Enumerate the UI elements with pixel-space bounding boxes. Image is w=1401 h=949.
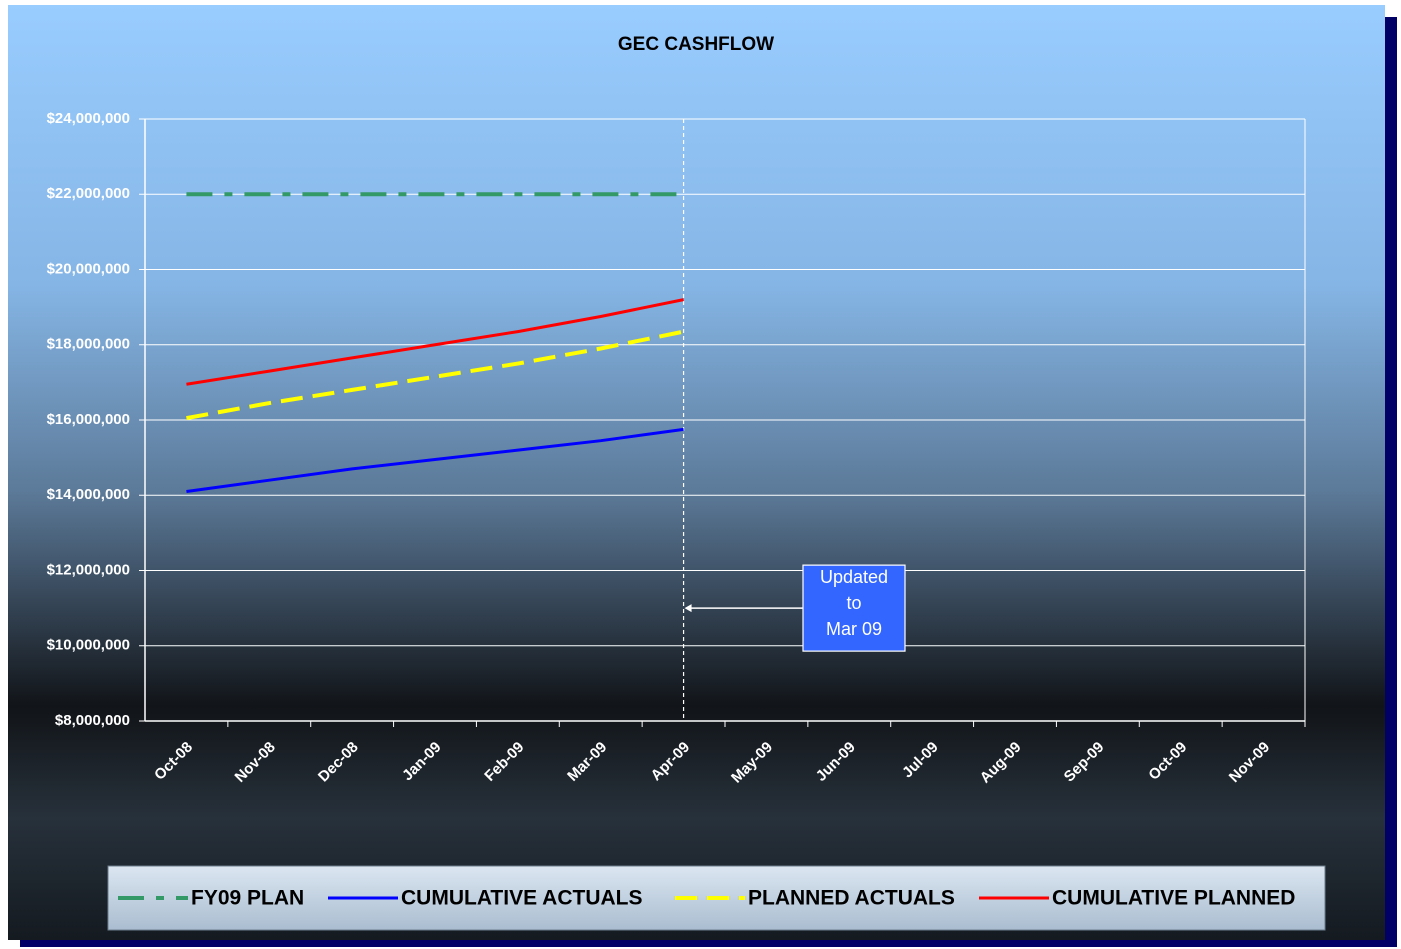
- y-tick-label: $18,000,000: [47, 336, 130, 353]
- annotation-arrowhead: [684, 604, 692, 613]
- chart-title: GEC CASHFLOW: [618, 34, 774, 55]
- legend-label: CUMULATIVE PLANNED: [1052, 887, 1295, 910]
- legend-label: PLANNED ACTUALS: [748, 887, 955, 910]
- annotation-text: Mar 09: [826, 619, 882, 639]
- legend-label: CUMULATIVE ACTUALS: [401, 887, 642, 910]
- y-tick-label: $14,000,000: [47, 486, 130, 503]
- annotation-text: to: [846, 593, 861, 613]
- y-tick-label: $12,000,000: [47, 561, 130, 578]
- series-line: [186, 427, 684, 493]
- series-line: [186, 329, 684, 421]
- legend-label: FY09 PLAN: [191, 887, 304, 910]
- annotation-box: [802, 564, 906, 652]
- y-tick-label: $20,000,000: [47, 260, 130, 277]
- annotation-text: Updated: [820, 567, 888, 587]
- y-tick-label: $16,000,000: [47, 411, 130, 428]
- series-line: [186, 298, 684, 386]
- y-tick-label: $24,000,000: [47, 110, 130, 127]
- y-tick-label: $22,000,000: [47, 185, 130, 202]
- chart-background: [8, 5, 1385, 940]
- y-tick-label: $10,000,000: [47, 637, 130, 654]
- y-tick-label: $8,000,000: [55, 712, 130, 729]
